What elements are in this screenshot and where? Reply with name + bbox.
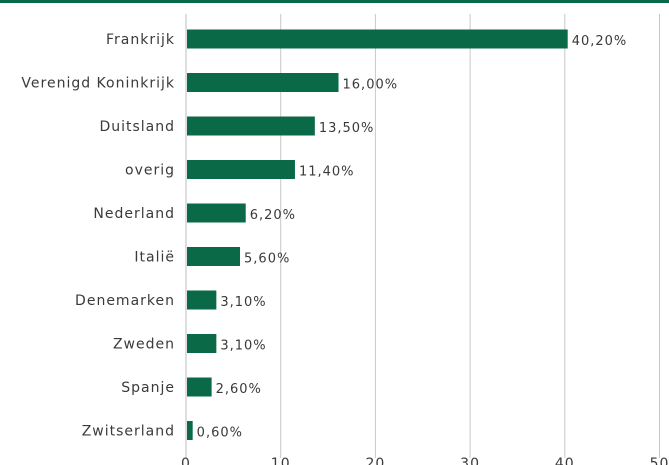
x-tick-label: 50 (650, 456, 669, 465)
data-label: 6,20% (250, 208, 296, 223)
category-label: Frankrijk (106, 32, 175, 48)
category-label: Spanje (121, 380, 175, 396)
x-tick-label: 0 (181, 456, 191, 465)
gridlines (185, 14, 660, 458)
bar (187, 203, 246, 223)
category-label: Denemarken (75, 293, 175, 309)
data-label: 0,60% (197, 426, 243, 441)
bar (187, 160, 295, 179)
bar (187, 421, 193, 440)
x-tick-label: 30 (460, 456, 480, 465)
data-label: 40,20% (572, 34, 628, 49)
x-axis-tick-labels: 0 10 20 30 40 50 (181, 456, 669, 465)
category-label: Verenigd Koninkrijk (21, 76, 175, 92)
x-tick-label: 40 (555, 456, 575, 465)
bar (187, 116, 315, 136)
category-label: overig (125, 163, 175, 179)
data-label: 2,60% (216, 382, 262, 397)
category-label: Zwitserland (82, 424, 175, 440)
bar (187, 73, 339, 92)
data-label: 16,00% (343, 78, 399, 93)
bar (187, 247, 241, 266)
category-label: Italië (134, 250, 175, 266)
bars (187, 29, 568, 440)
x-tick-label: 20 (365, 456, 385, 465)
x-tick-label: 10 (271, 456, 291, 465)
bar (187, 377, 212, 397)
value-labels: 40,20% 16,00% 13,50% 11,40% 6,20% 5,60% 3,10% 3… (197, 34, 628, 441)
bar (187, 290, 217, 310)
data-label: 3,10% (220, 295, 266, 310)
category-labels: Frankrijk Verenigd Koninkrijk Duitsland ove… (21, 32, 175, 440)
data-label: 3,10% (220, 339, 266, 354)
category-label: Zweden (113, 337, 175, 353)
category-label: Nederland (93, 206, 175, 222)
bar (187, 29, 568, 49)
data-label: 13,50% (319, 121, 375, 136)
top-accent-rule (0, 0, 669, 3)
data-label: 5,60% (244, 252, 290, 267)
data-label: 11,40% (299, 165, 355, 180)
bar (187, 334, 217, 353)
category-label: Duitsland (99, 119, 175, 135)
